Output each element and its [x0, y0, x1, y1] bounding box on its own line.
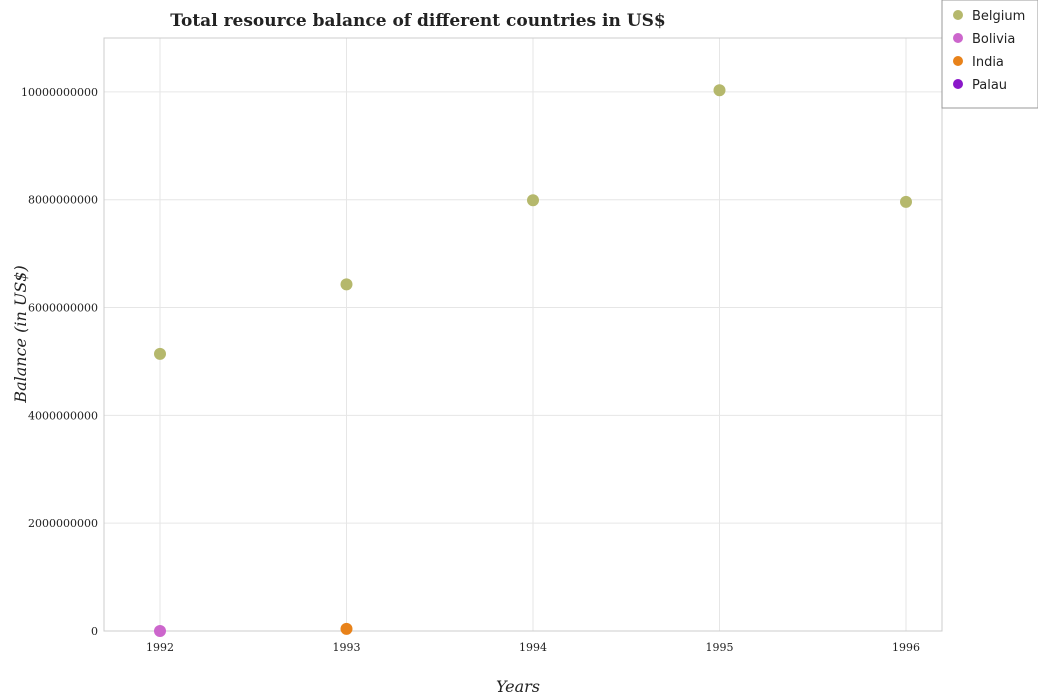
y-tick-label: 2000000000	[28, 517, 98, 530]
legend-marker-india	[953, 56, 963, 66]
point-bolivia	[154, 625, 166, 637]
legend-marker-bolivia	[953, 33, 963, 43]
x-tick-label: 1995	[706, 641, 734, 654]
y-tick-label: 10000000000	[21, 86, 98, 99]
point-belgium	[154, 347, 166, 360]
legend-label-belgium: Belgium	[972, 9, 1025, 24]
point-india	[340, 622, 353, 635]
y-tick-labels: 0 2000000000 4000000000 6000000000 800000000…	[21, 86, 98, 638]
x-tick-label: 1994	[519, 641, 547, 654]
point-belgium	[900, 195, 912, 208]
legend: Belgium Bolivia India Palau	[941, 0, 1038, 109]
point-belgium	[340, 278, 353, 291]
y-tick-label: 8000000000	[28, 194, 98, 207]
point-belgium	[527, 194, 539, 207]
y-axis-label: Balance (in US$)	[11, 265, 30, 403]
x-tick-labels: 1992 1993 1994 1995 1996	[146, 641, 920, 654]
legend-label-india: India	[972, 55, 1004, 70]
x-tick-label: 1993	[333, 641, 361, 654]
grid-layer	[104, 38, 942, 632]
plot-frame	[103, 37, 943, 632]
legend-marker-belgium	[953, 10, 963, 20]
data-points	[154, 84, 912, 637]
legend-label-palau: Palau	[972, 78, 1007, 93]
x-tick-label: 1996	[892, 641, 920, 654]
y-tick-label: 0	[91, 625, 98, 638]
legend-label-bolivia: Bolivia	[972, 32, 1015, 47]
x-axis-label: Years	[496, 677, 540, 696]
y-tick-label: 6000000000	[28, 302, 98, 315]
chart-title: Total resource balance of different coun…	[170, 11, 665, 31]
y-tick-label: 4000000000	[28, 409, 98, 422]
legend-marker-palau	[953, 79, 963, 89]
x-tick-label: 1992	[146, 641, 174, 654]
point-belgium	[713, 84, 726, 97]
